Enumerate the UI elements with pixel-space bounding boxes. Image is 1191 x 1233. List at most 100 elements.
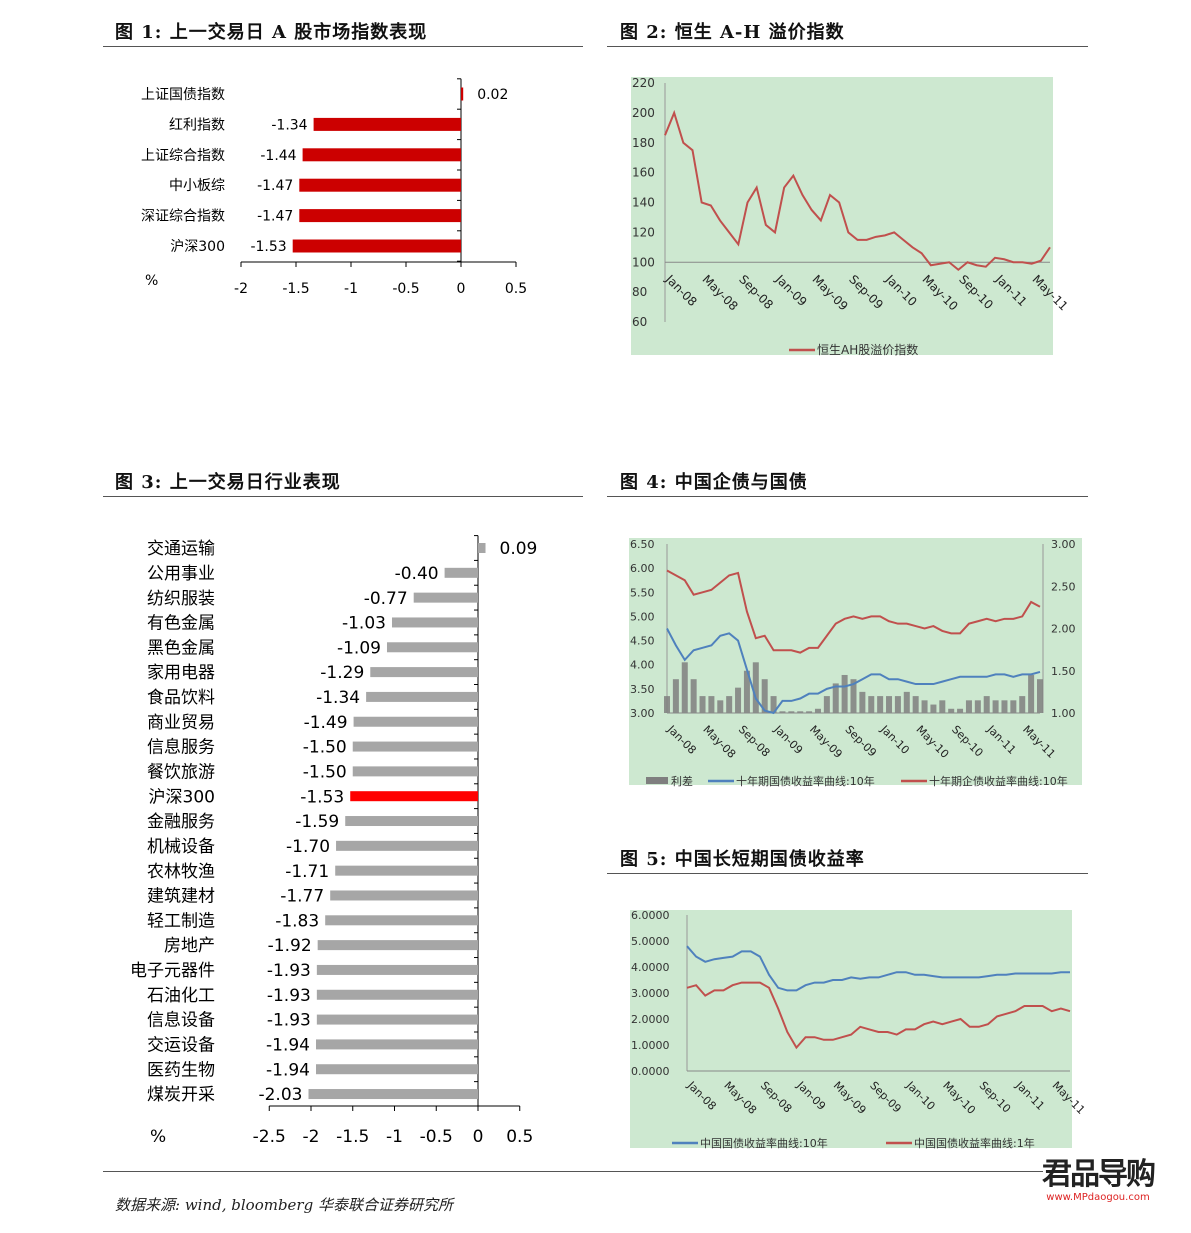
y-tick-label: 180	[632, 136, 655, 150]
y-tick-label: 6.50	[630, 538, 655, 551]
x-tick-label: -2.5	[253, 1127, 286, 1147]
spread-bar	[894, 696, 901, 713]
plot-background	[631, 77, 1053, 355]
category-label: 电子元器件	[130, 961, 215, 981]
spread-bar	[1010, 700, 1017, 713]
category-label: 沪深300	[149, 787, 215, 807]
legend-label: 中国国债收益率曲线:10年	[700, 1136, 828, 1150]
y2-tick-label: 1.00	[1051, 707, 1076, 720]
fig4-rule	[607, 496, 1088, 497]
bar	[313, 117, 461, 131]
value-label: -1.29	[320, 663, 364, 683]
y2-tick-label: 3.00	[1051, 538, 1076, 551]
bar	[316, 1014, 478, 1025]
spread-bar	[814, 708, 821, 713]
y-tick-label: 6.0000	[631, 909, 670, 922]
spread-bar	[743, 670, 750, 713]
y-tick-label: 5.50	[630, 586, 655, 599]
value-label: -1.71	[285, 862, 329, 882]
legend-swatch	[646, 777, 668, 784]
bar	[330, 890, 478, 901]
fig2-title: 图 2: 恒生 A-H 溢价指数	[620, 22, 845, 43]
spread-bar	[1001, 700, 1008, 713]
value-label: -1.94	[266, 1060, 310, 1080]
y-tick-label: 2.0000	[631, 1013, 670, 1026]
spread-bar	[974, 700, 981, 713]
value-label: -1.53	[300, 787, 344, 807]
x-tick-label: -1	[386, 1127, 403, 1147]
bar	[316, 964, 478, 975]
value-label: -1.34	[271, 117, 307, 133]
unit-label: %	[150, 1127, 166, 1147]
y-tick-label: 80	[632, 285, 647, 299]
legend-label: 十年期国债收益率曲线:10年	[736, 774, 875, 788]
category-label: 上证国债指数	[141, 87, 225, 103]
spread-bar	[877, 696, 884, 713]
spread-bar	[699, 696, 706, 713]
x-tick-label: -1.5	[336, 1127, 369, 1147]
y-tick-label: 4.50	[630, 635, 655, 648]
category-label: 交运设备	[147, 1036, 215, 1056]
fig3-title: 图 3: 上一交易日行业表现	[115, 472, 341, 493]
category-label: 红利指数	[169, 117, 225, 133]
y-tick-label: 5.0000	[631, 935, 670, 948]
category-label: 信息设备	[147, 1011, 215, 1031]
bar	[317, 940, 478, 951]
bar	[299, 178, 461, 192]
bar	[308, 1089, 478, 1100]
series-line	[666, 628, 1041, 715]
spread-bar	[912, 696, 919, 713]
y-tick-label: 60	[632, 315, 647, 329]
x-tick-label: -0.5	[420, 1127, 453, 1147]
spread-bar	[832, 683, 839, 713]
spread-bar	[850, 679, 857, 713]
category-label: 上证综合指数	[141, 148, 225, 164]
fig5-title: 图 5: 中国长短期国债收益率	[620, 849, 865, 870]
value-label: -1.93	[267, 1011, 311, 1031]
data-source: 数据来源: wind, bloomberg 华泰联合证券研究所	[115, 1196, 453, 1214]
series-line	[666, 569, 1041, 654]
spread-bar	[983, 696, 990, 713]
value-label: -0.77	[364, 589, 408, 609]
category-label: 有色金属	[147, 614, 215, 634]
category-label: 交通运输	[147, 539, 215, 559]
category-label: 中小板综	[169, 178, 225, 194]
spread-bar	[770, 696, 777, 713]
category-label: 公用事业	[147, 564, 215, 584]
spread-bar	[752, 662, 759, 713]
unit-label: %	[145, 273, 158, 289]
bar	[302, 148, 461, 162]
x-tick-label: -1.5	[282, 281, 309, 297]
y-tick-label: 120	[632, 225, 655, 239]
value-label: -1.93	[267, 961, 311, 981]
value-label: -1.49	[304, 713, 348, 733]
value-label: -0.40	[395, 564, 439, 584]
value-label: -1.47	[257, 209, 293, 225]
fig5-rule	[607, 873, 1088, 874]
spread-bar	[992, 700, 999, 713]
watermark-logo: 君品导购 www.MPdaogou.com	[1042, 1158, 1156, 1204]
value-label: -1.09	[337, 638, 381, 658]
bar	[413, 592, 478, 603]
value-label: 0.09	[500, 539, 538, 559]
spread-bar	[957, 708, 964, 713]
fig2-rule	[607, 46, 1088, 47]
spread-bar	[921, 700, 928, 713]
y-tick-label: 5.00	[630, 610, 655, 623]
value-label: -1.77	[280, 887, 324, 907]
spread-bar	[1028, 674, 1035, 713]
category-label: 食品饮料	[147, 688, 215, 708]
spread-bar	[726, 696, 733, 713]
series-line	[686, 981, 1071, 1050]
spread-bar	[761, 679, 768, 713]
value-label: -2.03	[258, 1085, 302, 1105]
bar	[366, 691, 478, 702]
x-tick-label: 0.5	[506, 1127, 533, 1147]
y-tick-label: 140	[632, 196, 655, 210]
plot-background	[630, 910, 1072, 1148]
value-label: -1.59	[295, 812, 339, 832]
fig3-rule	[103, 496, 583, 497]
footer-rule	[103, 1171, 1043, 1172]
spread-bar	[948, 708, 955, 713]
